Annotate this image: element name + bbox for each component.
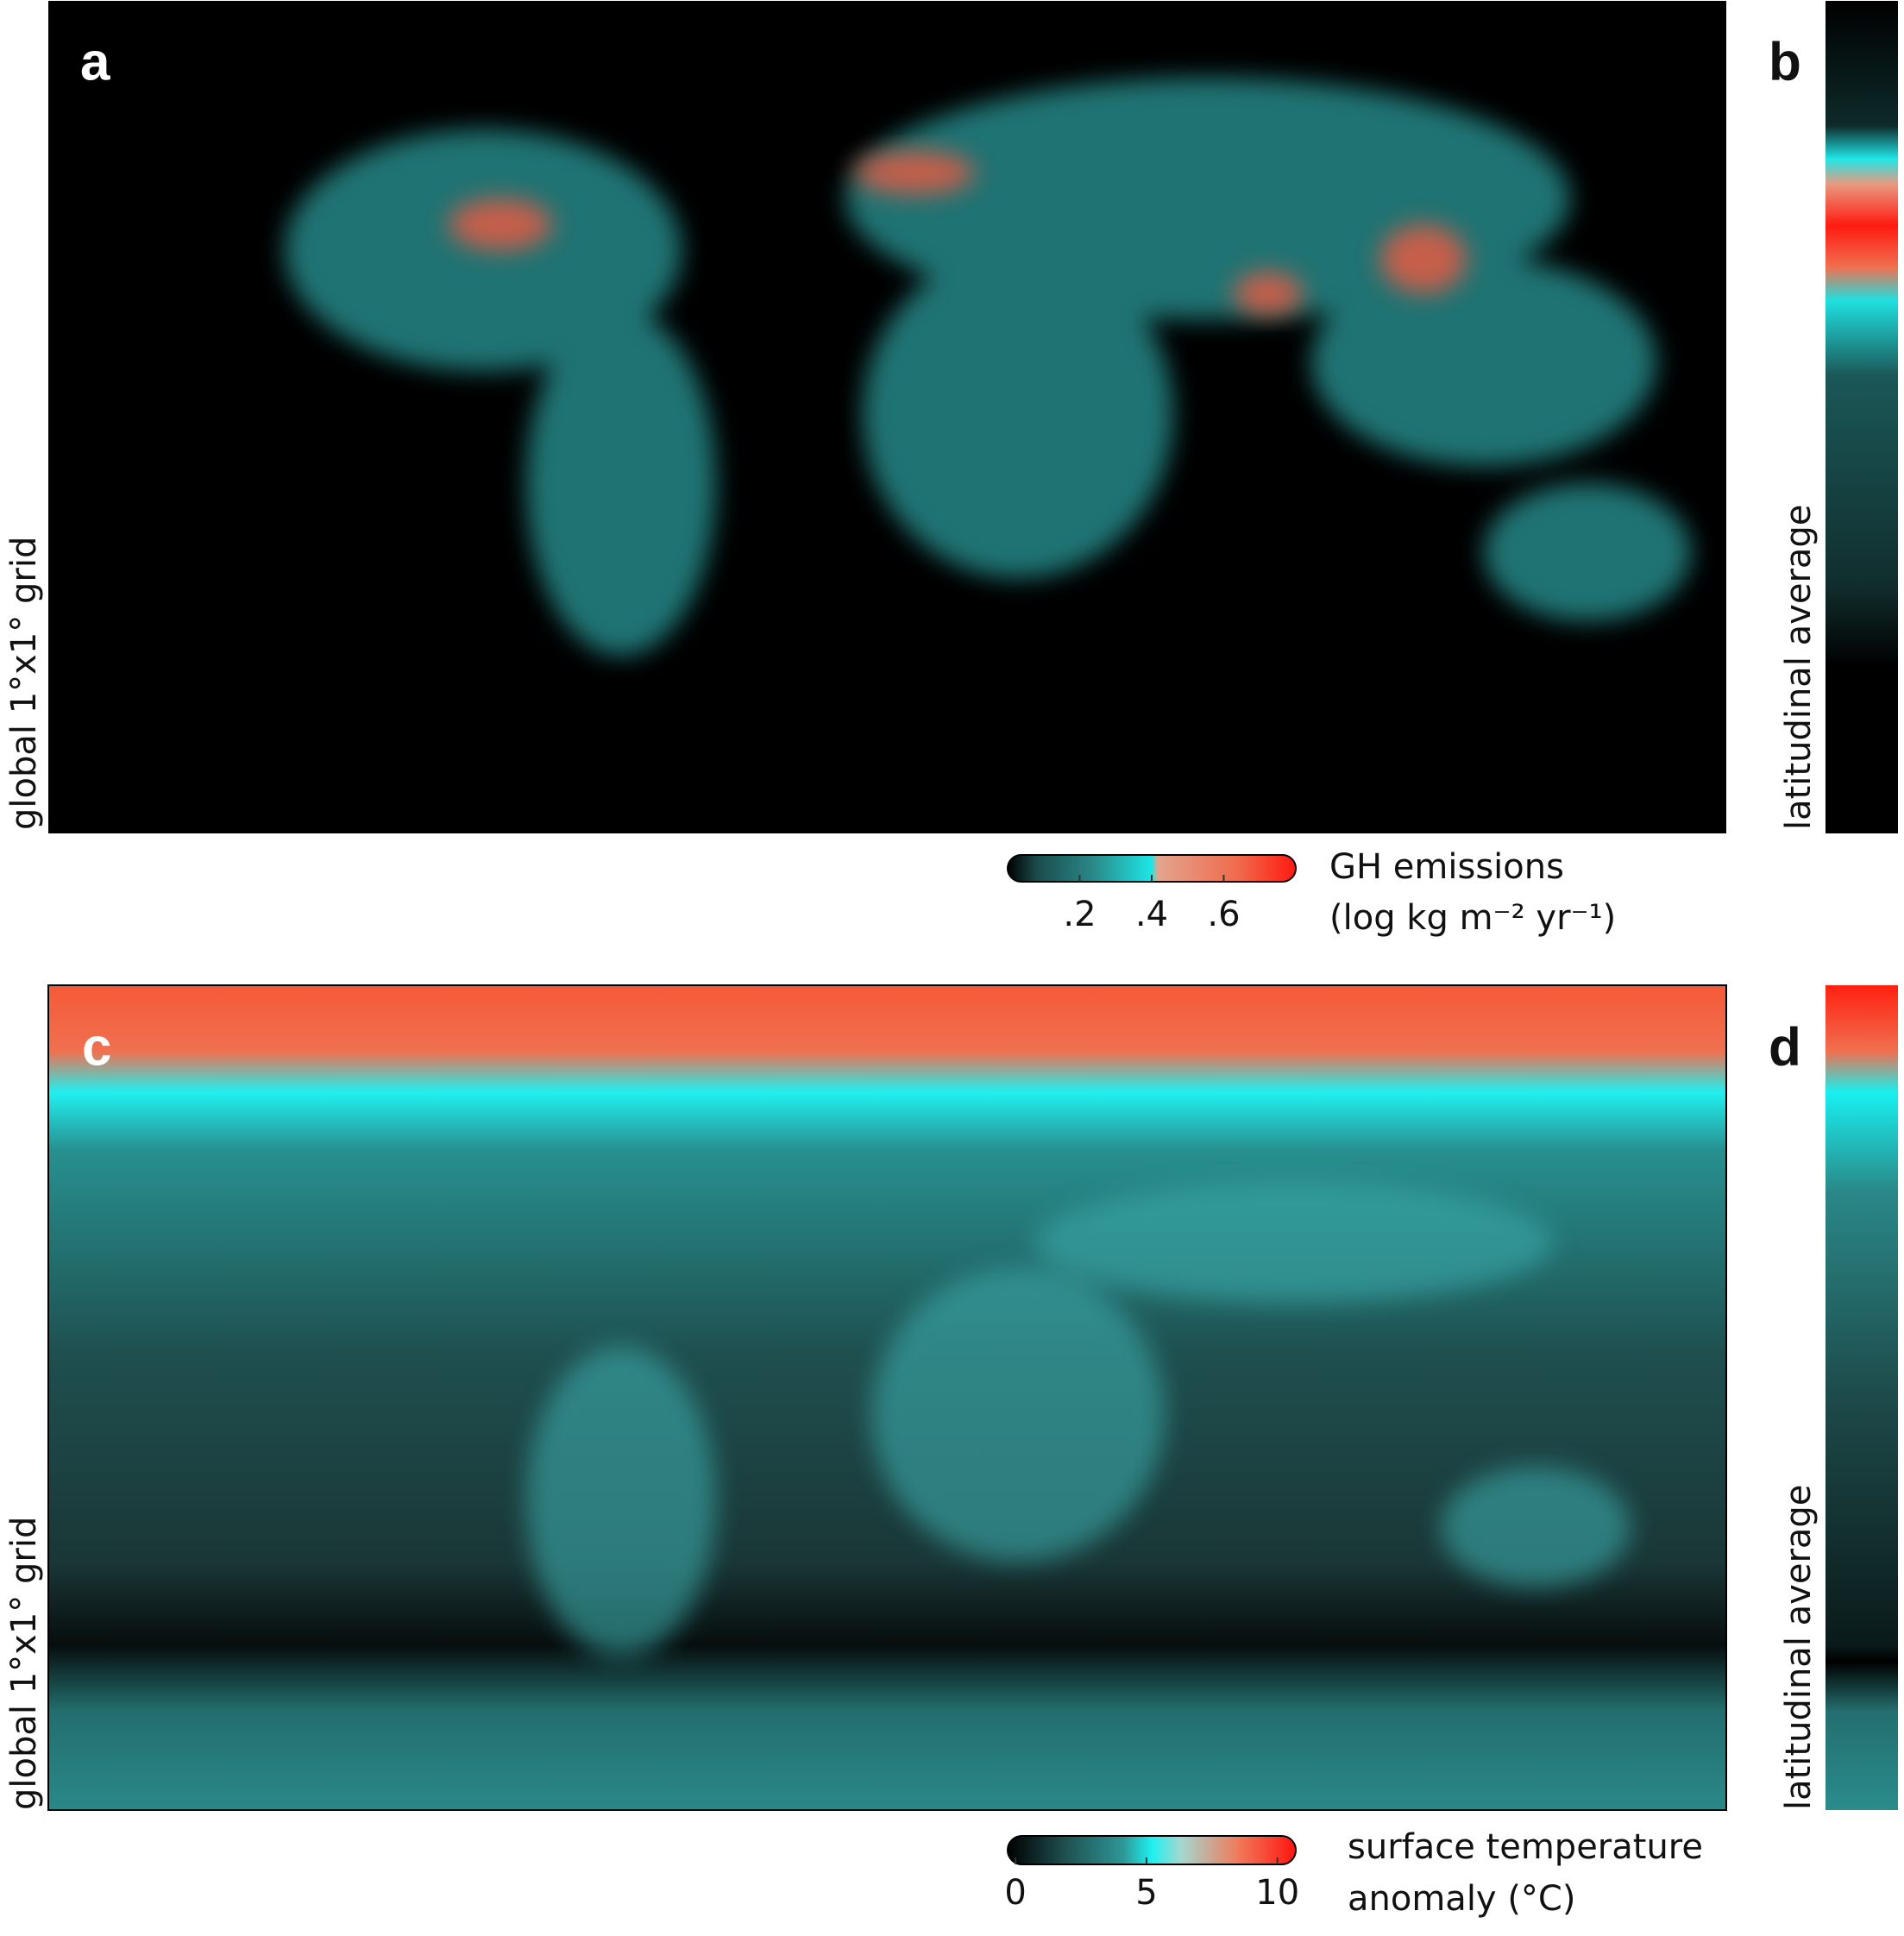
tick-label: .2 — [1063, 895, 1096, 934]
map-hotspots — [449, 151, 1467, 315]
colorbar-title: (log kg m⁻² yr⁻¹) — [1329, 898, 1616, 938]
tick-label: 0 — [1004, 1873, 1026, 1913]
axis-label: global 1°x1° grid — [4, 1517, 44, 1810]
panel-label: c — [82, 1017, 111, 1077]
panel-label: d — [1769, 1017, 1801, 1077]
axis-label: latitudinal average — [1779, 1485, 1819, 1810]
tick-label: .4 — [1135, 895, 1168, 934]
axis-label: latitudinal average — [1779, 505, 1819, 830]
colorbar-title: GH emissions — [1329, 847, 1564, 887]
tick-label: 10 — [1255, 1873, 1299, 1913]
panel-label: b — [1769, 32, 1801, 91]
axis-label: global 1°x1° grid — [4, 537, 44, 830]
map-land — [285, 78, 1691, 656]
colorbar-title: anomaly (°C) — [1348, 1879, 1575, 1919]
map-land — [526, 1182, 1631, 1656]
colorbar — [1007, 1835, 1297, 1865]
tick-label: .6 — [1207, 895, 1240, 934]
latitudinal-bar — [1825, 985, 1898, 1810]
tick-label: 5 — [1135, 1873, 1157, 1913]
panel-label: a — [80, 32, 110, 91]
latitudinal-bar — [1825, 1, 1898, 833]
colorbar-title: surface temperature — [1348, 1827, 1703, 1867]
